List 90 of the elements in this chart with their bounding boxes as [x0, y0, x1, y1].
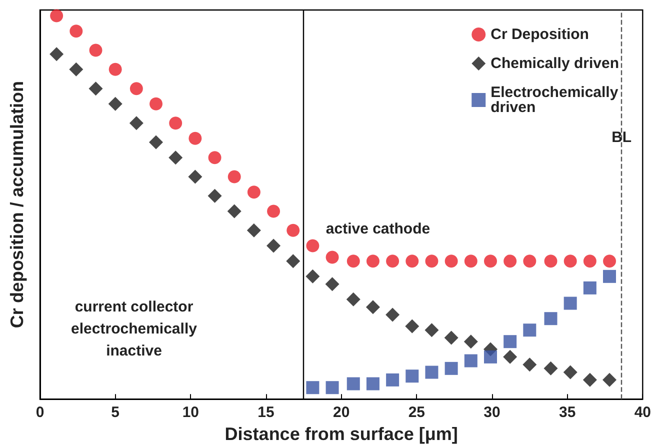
legend-label: Chemically driven: [490, 55, 620, 72]
y-axis-title: Cr deposition / accumulation: [7, 81, 27, 328]
point: [346, 377, 360, 390]
point: [386, 254, 400, 268]
x-tick-label: 10: [182, 404, 200, 422]
x-tick-label: 25: [408, 404, 426, 422]
point: [69, 62, 84, 76]
point: [286, 254, 300, 268]
point: [326, 381, 339, 394]
point: [582, 372, 597, 387]
point: [266, 238, 281, 253]
point: [267, 204, 280, 218]
point: [523, 254, 536, 268]
point: [228, 170, 241, 184]
point: [326, 250, 339, 264]
point: [602, 372, 617, 387]
x-tick-label: 20: [332, 404, 350, 422]
ref-line-label: BL: [612, 129, 632, 146]
point: [583, 281, 596, 294]
point: [484, 350, 497, 364]
point: [405, 319, 420, 334]
point: [150, 97, 163, 110]
point: [70, 24, 83, 38]
point: [523, 324, 536, 337]
point: [130, 82, 143, 96]
x-tick-label: 15: [258, 404, 274, 422]
point: [129, 116, 144, 130]
point: [227, 204, 242, 218]
point: [464, 354, 478, 368]
point: [108, 62, 122, 76]
point: [108, 96, 122, 111]
point: [247, 186, 260, 199]
point: [208, 151, 222, 164]
point: [504, 335, 517, 348]
x-tick-label: 30: [484, 404, 500, 422]
point: [444, 330, 458, 345]
point: [583, 254, 596, 268]
x-axis-title: Distance from surface [μm]: [224, 424, 458, 444]
point: [406, 370, 419, 383]
point: [169, 116, 182, 130]
point: [444, 254, 458, 268]
point: [306, 239, 320, 252]
point: [522, 358, 537, 372]
legend-label: Electrochemically driven: [490, 84, 619, 116]
point: [386, 308, 400, 322]
x-tick-label: 0: [36, 404, 44, 422]
point: [246, 223, 261, 238]
point: [208, 188, 222, 203]
point: [544, 254, 558, 268]
annotation: active cathode: [326, 220, 430, 238]
point: [188, 132, 202, 145]
point: [603, 254, 616, 268]
point: [484, 254, 497, 268]
point: [188, 170, 202, 184]
point: [425, 254, 438, 268]
point: [386, 373, 400, 386]
point: [346, 254, 360, 268]
x-tick-label: 35: [558, 404, 576, 422]
legend-label: Cr Deposition: [490, 26, 589, 43]
point: [50, 9, 64, 22]
point: [464, 334, 478, 349]
point: [424, 323, 439, 338]
point: [89, 44, 102, 57]
point: [544, 361, 558, 376]
point: [406, 254, 419, 268]
point: [503, 350, 518, 364]
point: [603, 270, 616, 283]
point: [50, 47, 64, 62]
point: [88, 82, 103, 96]
point: [325, 277, 340, 292]
point: [564, 254, 577, 268]
annotation: current collector electrochemically inactive: [71, 298, 198, 360]
point: [425, 366, 438, 379]
point: [366, 254, 380, 268]
x-tick-label: 40: [634, 404, 651, 422]
point: [306, 381, 320, 394]
point: [366, 300, 380, 314]
point: [504, 254, 517, 268]
point: [564, 296, 577, 310]
point: [149, 135, 164, 150]
x-tick-label: 5: [111, 404, 120, 422]
point: [306, 269, 320, 284]
point: [346, 292, 360, 306]
point: [168, 150, 183, 165]
point: [544, 312, 558, 326]
point: [444, 362, 458, 375]
point: [563, 365, 578, 380]
point: [286, 224, 300, 237]
point: [464, 254, 478, 268]
point: [366, 377, 380, 390]
